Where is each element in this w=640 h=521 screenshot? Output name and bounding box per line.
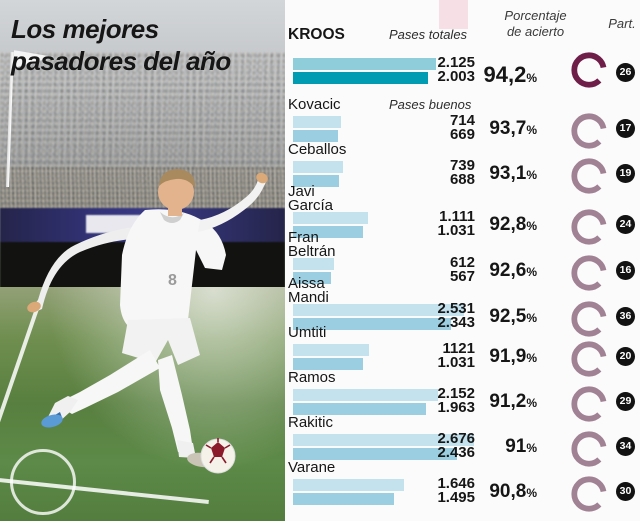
svg-text:8: 8 bbox=[168, 272, 177, 289]
